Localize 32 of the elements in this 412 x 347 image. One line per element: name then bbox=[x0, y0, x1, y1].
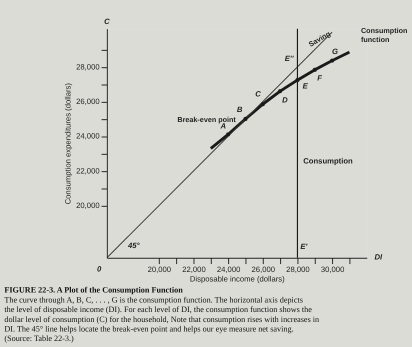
y-tick-label: 22,000 bbox=[76, 166, 100, 176]
annotation: D bbox=[282, 96, 288, 105]
annotation: 45° bbox=[126, 241, 141, 250]
ref-line-label: Consumption bbox=[303, 156, 354, 166]
text: DI bbox=[374, 252, 384, 262]
x-tick-label: 26,000 bbox=[252, 264, 276, 274]
annotation: F bbox=[317, 73, 322, 82]
y-tick-label: 20,000 bbox=[76, 201, 100, 210]
x-tick-label: 24,000 bbox=[216, 264, 240, 274]
y-axis-title: Consumption expenditures (dollars) bbox=[63, 82, 72, 204]
annotation: G bbox=[332, 46, 338, 56]
point bbox=[312, 68, 317, 72]
x-tick-label: 30,000 bbox=[320, 264, 344, 274]
point bbox=[243, 116, 248, 121]
x-tick-label: 28,000 bbox=[286, 264, 310, 274]
y-tick-label: 24,000 bbox=[76, 132, 100, 141]
y-tick-label: 28,000 bbox=[76, 62, 100, 72]
annotation: C bbox=[255, 90, 262, 98]
text: 0 bbox=[97, 264, 102, 274]
annotation: E'' bbox=[284, 54, 295, 64]
x-axis-title: Disposable income (dollars) bbox=[190, 274, 286, 284]
annotation: E' bbox=[300, 242, 308, 252]
annotation: E bbox=[302, 82, 309, 91]
y-tick-label: 26,000 bbox=[76, 97, 100, 106]
annotation: B bbox=[236, 105, 243, 114]
point bbox=[226, 132, 230, 136]
text: C bbox=[104, 16, 110, 26]
point bbox=[260, 102, 265, 106]
x-tick-label: 20,000 bbox=[148, 264, 172, 274]
point bbox=[278, 89, 282, 94]
point bbox=[330, 58, 334, 63]
x-tick-label: 22,000 bbox=[182, 264, 206, 274]
